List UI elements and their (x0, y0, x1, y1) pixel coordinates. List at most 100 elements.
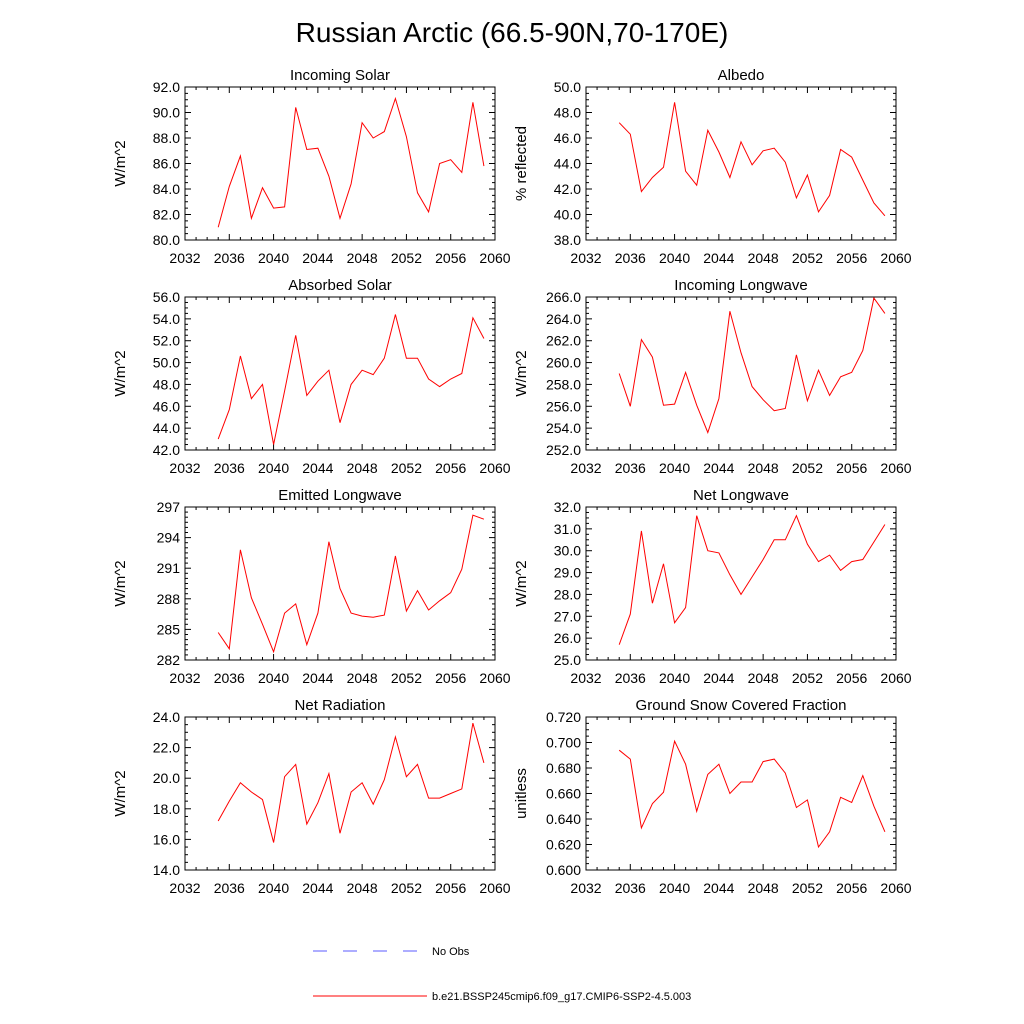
y-tick-label: 27.0 (554, 608, 581, 624)
y-tick-label: 50.0 (554, 79, 581, 95)
y-tick-label: 22.0 (153, 740, 180, 756)
y-tick-label: 0.620 (546, 837, 581, 853)
plot-frame (585, 716, 897, 871)
y-tick-label: 32.0 (554, 499, 581, 515)
y-tick-label: 291 (157, 560, 181, 576)
series-line-ground-snow-covered-fraction (618, 739, 886, 849)
panel-albedo: Albedo % reflected 2032 2036 2040 2044 2048 205… (513, 67, 912, 266)
y-tick-label: 86.0 (153, 156, 180, 172)
y-tick-label: 82.0 (153, 207, 180, 223)
series-line-incoming-longwave (618, 296, 886, 434)
y-tick-label: 266.0 (546, 289, 581, 305)
y-tick-label: 48.0 (153, 376, 180, 392)
x-tick-label: 2032 (570, 670, 601, 686)
x-tick-label: 2056 (836, 670, 867, 686)
x-tick-label: 2060 (880, 250, 911, 266)
x-tick-label: 2048 (748, 880, 779, 896)
y-tick-label: 252.0 (546, 442, 581, 458)
x-tick-label: 2040 (258, 460, 289, 476)
x-tick-label: 2056 (836, 880, 867, 896)
x-tick-label: 2044 (703, 460, 734, 476)
x-tick-label: 2060 (479, 460, 510, 476)
y-tick-label: 25.0 (554, 652, 581, 668)
y-tick-label: 52.0 (153, 333, 180, 349)
panel-ground-snow-covered-fraction: Ground Snow Covered Fraction unitless 2032… (513, 697, 912, 896)
panels: Incoming Solar W/m^2 2032 2036 2040 2044 2048 2… (112, 67, 912, 896)
y-tick-label: 48.0 (554, 105, 581, 121)
y-tick-label: 50.0 (153, 355, 180, 371)
y-tick-label: 20.0 (153, 770, 180, 786)
y-tick-label: 29.0 (554, 565, 581, 581)
panel-title: Albedo (718, 67, 765, 84)
y-tick-label: 0.700 (546, 735, 581, 751)
x-tick-label: 2052 (391, 880, 422, 896)
x-tick-label: 2032 (570, 460, 601, 476)
y-tick-label: 0.640 (546, 811, 581, 827)
y-tick-label: 42.0 (153, 442, 180, 458)
y-axis-label: W/m^2 (112, 140, 129, 186)
plot-frame (184, 716, 496, 871)
y-tick-label: 44.0 (554, 156, 581, 172)
legend: No Obs b.e21.BSSP245cmip6.f09_g17.CMIP6-… (313, 946, 691, 1003)
x-tick-label: 2056 (836, 460, 867, 476)
y-axis-label: W/m^2 (513, 560, 530, 606)
panel-title: Absorbed Solar (288, 277, 391, 294)
y-tick-label: 31.0 (554, 521, 581, 537)
y-tick-label: 88.0 (153, 130, 180, 146)
y-axis-label: % reflected (513, 126, 530, 201)
y-tick-label: 262.0 (546, 333, 581, 349)
main-title: Russian Arctic (66.5-90N,70-170E) (296, 17, 729, 48)
panel-emitted-longwave: Emitted Longwave W/m^2 2032 2036 2040 2044 204… (112, 487, 511, 686)
x-tick-label: 2048 (748, 250, 779, 266)
panel-title: Incoming Longwave (674, 277, 807, 294)
x-tick-label: 2048 (347, 880, 378, 896)
panel-absorbed-solar: Absorbed Solar W/m^2 2032 2036 2040 2044 2048 2… (112, 277, 511, 476)
x-tick-label: 2048 (347, 460, 378, 476)
x-tick-label: 2036 (214, 880, 245, 896)
y-tick-label: 282 (157, 652, 181, 668)
panel-incoming-solar: Incoming Solar W/m^2 2032 2036 2040 2044 2048 2… (112, 67, 511, 266)
x-tick-label: 2060 (479, 250, 510, 266)
y-tick-label: 254.0 (546, 420, 581, 436)
y-tick-label: 28.0 (554, 586, 581, 602)
x-tick-label: 2036 (214, 460, 245, 476)
y-tick-label: 0.720 (546, 709, 581, 725)
x-tick-label: 2032 (169, 250, 200, 266)
y-tick-label: 90.0 (153, 105, 180, 121)
y-axis-label: W/m^2 (112, 560, 129, 606)
series-line-net-radiation (217, 722, 485, 843)
x-tick-label: 2056 (435, 670, 466, 686)
y-tick-label: 258.0 (546, 376, 581, 392)
series-line-incoming-solar (217, 96, 485, 228)
x-tick-label: 2032 (169, 670, 200, 686)
y-tick-label: 0.680 (546, 760, 581, 776)
y-tick-label: 54.0 (153, 311, 180, 327)
x-tick-label: 2060 (479, 670, 510, 686)
x-tick-label: 2048 (347, 250, 378, 266)
panel-net-radiation: Net Radiation W/m^2 2032 2036 2040 2044 2048 20… (112, 697, 511, 896)
plot-frame (184, 296, 496, 451)
y-tick-label: 288 (157, 591, 181, 607)
x-tick-label: 2056 (435, 880, 466, 896)
x-tick-label: 2040 (258, 670, 289, 686)
y-tick-label: 46.0 (153, 398, 180, 414)
x-tick-label: 2040 (659, 880, 690, 896)
x-tick-label: 2052 (792, 250, 823, 266)
y-tick-label: 0.600 (546, 862, 581, 878)
x-tick-label: 2040 (659, 670, 690, 686)
y-tick-label: 18.0 (153, 801, 180, 817)
x-tick-label: 2052 (391, 250, 422, 266)
x-tick-label: 2036 (615, 880, 646, 896)
plot-frame (585, 86, 897, 241)
x-tick-label: 2060 (880, 670, 911, 686)
panel-title: Net Radiation (295, 697, 386, 714)
x-tick-label: 2044 (302, 670, 333, 686)
y-tick-label: 26.0 (554, 630, 581, 646)
x-tick-label: 2040 (258, 250, 289, 266)
y-axis-label: unitless (513, 768, 530, 819)
y-tick-label: 256.0 (546, 398, 581, 414)
y-tick-label: 42.0 (554, 181, 581, 197)
x-tick-label: 2052 (391, 670, 422, 686)
panel-incoming-longwave: Incoming Longwave W/m^2 2032 2036 2040 2044 20… (513, 277, 912, 476)
